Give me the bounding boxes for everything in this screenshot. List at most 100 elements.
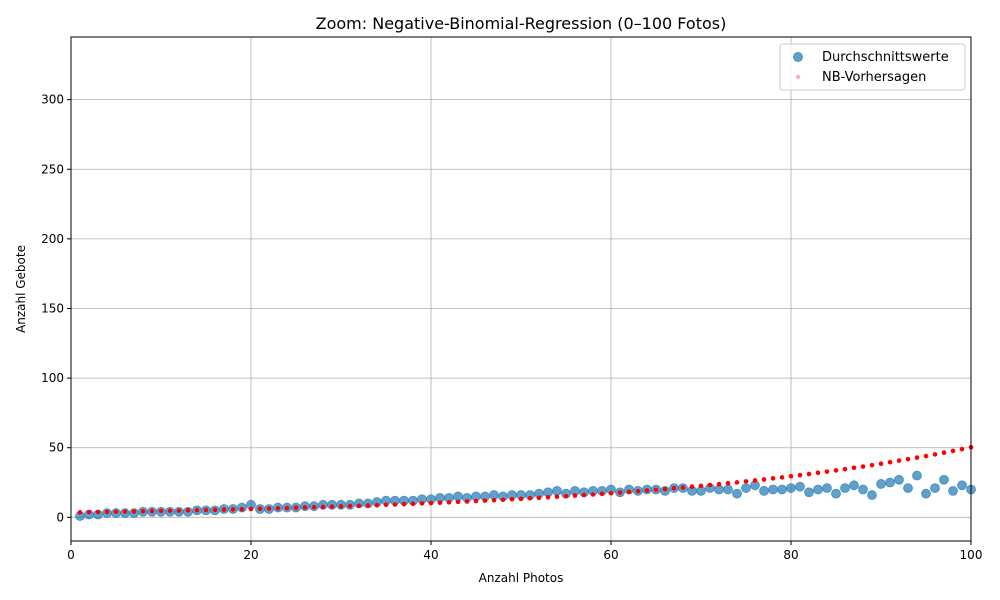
data-point-prediction [914,455,920,460]
data-point-prediction [626,489,632,495]
data-point-average [804,487,814,498]
y-tick-label: 200 [41,232,64,246]
data-point-prediction [698,483,704,489]
data-point-prediction [275,505,281,511]
data-point-prediction [77,510,83,515]
y-tick-label: 100 [41,371,64,385]
data-point-prediction [941,450,947,455]
x-tick-label: 40 [423,548,438,562]
data-point-prediction [536,495,542,501]
data-point-prediction [464,499,470,504]
data-point-prediction [401,501,407,507]
data-point-prediction [122,509,128,514]
data-point-prediction [329,504,335,509]
data-point-prediction [806,471,812,477]
data-point-prediction [410,501,416,507]
data-point-prediction [572,493,578,498]
y-tick-label: 250 [41,162,64,176]
y-tick-label: 50 [49,441,64,455]
data-point-prediction [473,498,479,504]
data-point-prediction [158,508,164,514]
data-point-prediction [284,505,290,511]
data-point-prediction [446,499,452,505]
data-point-prediction [653,487,659,493]
data-point-prediction [662,486,668,492]
data-point-prediction [194,507,200,513]
data-point-prediction [860,464,866,469]
data-point-prediction [356,503,362,509]
data-point-prediction [230,507,236,512]
x-tick-label: 80 [783,548,798,562]
data-point-average [876,479,886,489]
data-point-prediction [617,490,623,495]
data-point-prediction [545,494,551,500]
data-point-average [957,480,967,491]
data-point-prediction [203,507,209,513]
data-point-prediction [815,470,821,476]
data-point-average [732,488,742,499]
x-tick-label: 100 [960,548,983,562]
data-point-prediction [707,482,713,488]
data-point-prediction [905,456,911,462]
data-point-prediction [95,509,101,515]
data-point-average [723,484,733,495]
data-point-prediction [608,490,614,496]
data-point-prediction [320,504,326,510]
data-point-prediction [932,452,938,457]
data-point-prediction [842,466,848,472]
data-point-prediction [149,508,155,514]
data-point-prediction [878,461,884,467]
data-point-prediction [635,488,641,494]
data-point-prediction [923,453,929,459]
data-point-average [885,477,895,488]
data-point-prediction [419,501,425,506]
series-nb-vorhersagen [77,445,974,515]
data-point-prediction [716,481,722,487]
data-point-prediction [338,504,344,509]
data-point-prediction [518,496,524,502]
data-point-prediction [743,479,749,484]
data-point-prediction [788,473,794,479]
data-point-prediction [140,508,146,514]
data-point-average [867,490,877,500]
x-tick-label: 20 [243,548,258,562]
legend-label-nb-vorhersagen: NB-Vorhersagen [822,70,926,85]
ticks: 0 20 40 60 80 100 0 50 100 150 200 250 300 [41,93,982,562]
data-point-prediction [959,446,965,452]
data-point-prediction [437,500,443,506]
data-point-prediction [428,500,434,506]
data-point-prediction [176,508,182,513]
data-point-prediction [239,506,245,512]
legend-marker-nb-vorhersagen [795,74,801,80]
y-tick-label: 0 [56,510,64,524]
y-axis-label: Anzahl Gebote [14,245,28,333]
data-point-prediction [311,504,317,510]
data-point-prediction [293,505,299,511]
data-point-prediction [590,492,596,497]
data-point-prediction [302,505,308,510]
y-tick-label: 150 [41,301,64,315]
data-point-prediction [131,509,137,514]
data-point-prediction [563,493,569,499]
data-point-prediction [491,497,497,503]
data-point-prediction [761,477,767,482]
x-tick-label: 60 [603,548,618,562]
plot-frame [70,36,972,542]
series-layer [75,445,976,521]
data-point-prediction [104,509,110,515]
data-point-prediction [113,509,119,515]
data-point-prediction [752,478,758,483]
data-point-prediction [383,502,389,508]
data-point-prediction [689,484,695,490]
y-tick-label: 300 [41,93,64,107]
data-point-prediction [482,498,488,503]
data-point-average [759,485,769,496]
data-point-prediction [680,485,686,490]
legend: Durchschnittswerte NB-Vorhersagen [779,43,966,91]
data-point-average [921,488,931,499]
data-point-prediction [509,496,515,502]
data-point-prediction [671,485,677,491]
data-point-average [795,481,805,492]
data-point-prediction [644,488,650,493]
